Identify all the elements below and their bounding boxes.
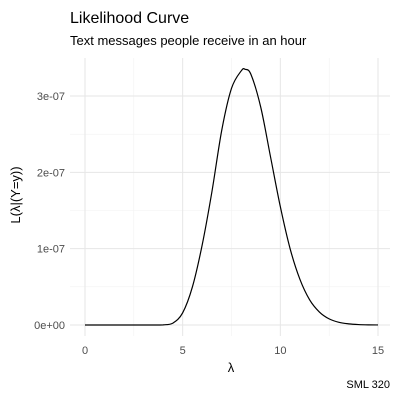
y-tick-label: 0e+00: [34, 320, 65, 332]
y-tick-label: 2e-07: [37, 167, 65, 179]
y-tick-label: 1e-07: [37, 244, 65, 256]
likelihood-curve-line: [84, 68, 379, 326]
gridlines: [70, 58, 390, 336]
chart-caption: SML 320: [346, 379, 390, 391]
x-tick-label: 0: [82, 345, 88, 357]
y-tick-label: 3e-07: [37, 91, 65, 103]
x-tick-label: 15: [372, 345, 384, 357]
x-tick-label: 10: [274, 345, 286, 357]
x-axis-ticks: 0 5 10 15: [82, 345, 384, 357]
x-tick-label: 5: [180, 345, 186, 357]
y-axis-title: L(λ|(Y=y)): [8, 166, 23, 223]
y-axis-ticks: 0e+00 1e-07 2e-07 3e-07: [34, 91, 65, 332]
chart-subtitle: Text messages people receive in an hour: [70, 33, 307, 48]
chart-title: Likelihood Curve: [70, 10, 189, 27]
x-axis-title: λ: [228, 360, 235, 375]
